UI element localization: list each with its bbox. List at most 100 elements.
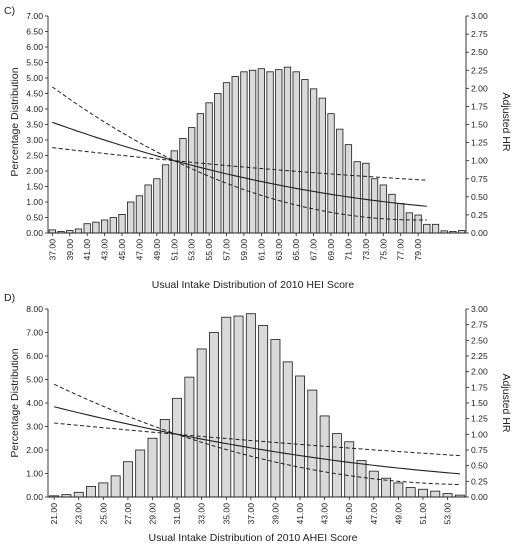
y-tick-label: 5.00	[26, 375, 43, 385]
bar	[74, 228, 83, 234]
y-axis-label: Percentage Distribution	[9, 348, 21, 457]
x-tick-label: 59.00	[239, 239, 249, 261]
x-tick-label: 37.00	[47, 239, 57, 261]
x-tick-label: 39.00	[65, 239, 75, 261]
x-axis-label: Usual Intake Distribution of 2010 AHEI S…	[149, 532, 358, 544]
y2-tick-label: 0.75	[471, 174, 488, 184]
y2-tick-label: 0.50	[471, 461, 488, 471]
y-tick-label: 5.00	[26, 73, 43, 83]
y2-tick-label: 1.75	[471, 101, 488, 111]
bar	[405, 212, 414, 234]
x-tick-label: 31.00	[172, 503, 182, 525]
bar	[331, 433, 342, 498]
bar	[275, 69, 283, 234]
bar	[196, 348, 207, 498]
bar	[397, 203, 405, 234]
x-tick-label: 45.00	[117, 239, 127, 261]
x-tick-label: 25.00	[98, 503, 108, 525]
x-ticks: 37.00 39.00 41.00 43.00 45.00 47.00 49.00 51.00…	[47, 233, 423, 261]
bar	[379, 184, 387, 234]
bar	[430, 490, 441, 498]
bar	[270, 339, 281, 498]
bar	[442, 493, 453, 498]
x-tick-label: 75.00	[378, 239, 388, 261]
bar	[258, 325, 269, 498]
bar	[245, 313, 256, 498]
bar	[257, 68, 265, 234]
hr-curve	[52, 121, 427, 207]
bar	[147, 437, 158, 498]
x-tick-label: 47.00	[369, 503, 379, 525]
bar	[214, 93, 222, 234]
x-tick-label: 63.00	[274, 239, 284, 261]
bar	[222, 82, 231, 234]
bar	[393, 482, 404, 498]
y-tick-label: 6.00	[26, 351, 43, 361]
x-tick-label: 43.00	[100, 239, 110, 261]
hr-curves	[52, 86, 427, 221]
bar	[344, 144, 353, 234]
bar	[309, 88, 318, 234]
hr-ci-curve	[52, 86, 427, 221]
x-tick-label: 29.00	[148, 503, 158, 525]
bar	[388, 193, 396, 234]
y-tick-label: 3.00	[26, 135, 43, 145]
bar	[295, 375, 305, 498]
x-tick-label: 71.00	[343, 239, 353, 261]
bar	[109, 217, 117, 234]
panel-label: C)	[4, 5, 15, 17]
y-tick-label: 3.50	[26, 120, 43, 130]
y-tick-label: 6.50	[26, 27, 43, 37]
bar	[327, 113, 335, 234]
y-tick-label: 4.00	[26, 398, 43, 408]
bar	[179, 138, 187, 234]
y2-tick-label: 3.00	[471, 304, 488, 314]
y2-axis-label: Adjusted HR	[500, 374, 512, 433]
bar	[266, 71, 274, 234]
bar	[370, 178, 379, 234]
bar	[381, 477, 392, 498]
bar	[205, 102, 213, 234]
y-tick-label: 0.50	[26, 213, 43, 223]
bar	[301, 79, 309, 234]
x-tick-label: 69.00	[326, 239, 336, 261]
bar	[423, 223, 431, 234]
y2-tick-label: 2.50	[471, 47, 488, 57]
y2-tick-label: 2.25	[471, 65, 488, 75]
hr-curve	[54, 406, 460, 475]
y-tick-label: 7.00	[26, 328, 43, 338]
y2-tick-label: 1.00	[471, 429, 488, 439]
bar	[144, 184, 152, 234]
x-tick-label: 23.00	[74, 503, 84, 525]
x-tick-label: 55.00	[204, 239, 214, 261]
y2-ticks: 0.00 0.25 0.50 0.75 1.00 1.25 1.50 1.75 2.00 2.25…	[466, 304, 488, 502]
bar-series	[49, 313, 465, 498]
x-tick-label: 79.00	[413, 239, 423, 261]
x-tick-label: 49.00	[393, 503, 403, 525]
y-tick-label: 5.50	[26, 58, 43, 68]
y-tick-label: 2.00	[26, 445, 43, 455]
y-tick-label: 2.50	[26, 151, 43, 161]
bar	[170, 150, 178, 234]
bar	[161, 164, 170, 234]
x-tick-label: 51.00	[169, 239, 179, 261]
bar	[292, 71, 300, 234]
panel-label: D)	[4, 292, 15, 304]
bar	[100, 219, 109, 234]
bar	[122, 461, 133, 498]
x-tick-label: 47.00	[134, 239, 144, 261]
y-tick-label: 2.00	[26, 166, 43, 176]
y2-tick-label: 2.75	[471, 320, 488, 330]
bar	[221, 316, 232, 498]
bar	[135, 449, 146, 498]
bar	[118, 213, 126, 234]
bar	[110, 475, 121, 498]
bar	[431, 223, 440, 234]
y2-tick-label: 0.00	[471, 492, 488, 502]
y-tick-label: 0.00	[26, 492, 43, 502]
y2-tick-label: 2.50	[471, 335, 488, 345]
hr-ci-curve	[52, 147, 427, 181]
y2-tick-label: 0.50	[471, 192, 488, 202]
bar	[209, 332, 219, 498]
